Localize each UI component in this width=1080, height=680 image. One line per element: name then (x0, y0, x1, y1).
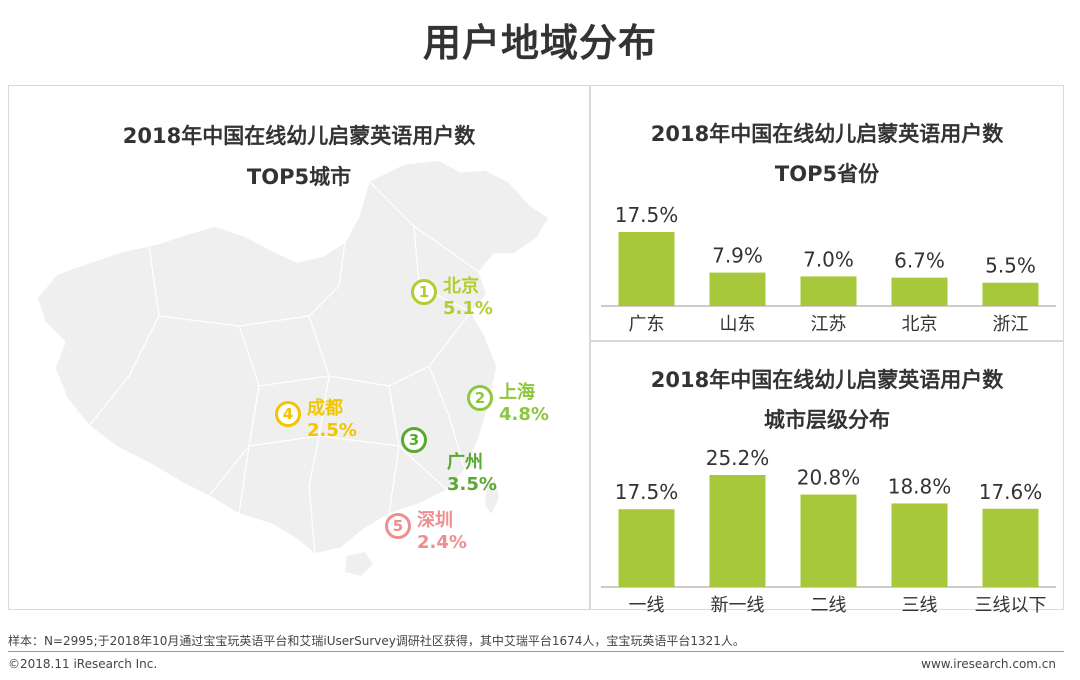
province-chart-title-line2: TOP5省份 (774, 162, 880, 186)
city-name-shenzhen: 深圳 (417, 510, 453, 531)
bar-1 (618, 509, 675, 587)
city-value-shenzhen: 2.4% (417, 532, 467, 553)
city-marker-shanghai: 2 上海 4.8% (467, 382, 549, 426)
bar-3 (800, 494, 857, 587)
taiwan-island (485, 480, 499, 514)
map-panel: 2018年中国在线幼儿启蒙英语用户数 TOP5城市 1 北京 5.1% 2 (8, 85, 590, 610)
province-bar-chart: 17.5% 广东 7.9% 山东 7.0% 江苏 6.7% 北京 5.5% 浙江 (601, 203, 1056, 335)
rank-badge-1: 1 (411, 279, 437, 305)
bar-3 (800, 276, 857, 306)
city-name-guangzhou: 广州 (447, 452, 483, 473)
city-marker-guangzhou-badge: 3 (401, 424, 433, 453)
city-marker-beijing: 1 北京 5.1% (411, 276, 493, 320)
data-label-4: 18.8% (888, 474, 952, 498)
bar-5 (982, 282, 1039, 306)
china-map (36, 159, 551, 576)
data-label-3: 7.0% (803, 247, 854, 271)
data-label-1: 17.5% (615, 203, 679, 227)
copyright: ©2018.11 iResearch Inc. (8, 657, 158, 671)
category-label-2: 新一线 (711, 595, 765, 616)
map-title-line1: 2018年中国在线幼儿启蒙英语用户数 (122, 124, 476, 148)
city-value-shanghai: 4.8% (499, 404, 549, 425)
bar-2 (709, 272, 766, 306)
city-name-chengdu: 成都 (307, 398, 343, 419)
rank-badge-5: 5 (385, 513, 411, 539)
city-name-shanghai: 上海 (499, 382, 535, 403)
city-marker-shenzhen: 5 深圳 2.4% (385, 510, 467, 554)
province-borders (88, 180, 480, 555)
province-chart-title-line1: 2018年中国在线幼儿启蒙英语用户数 (650, 122, 1004, 146)
province-chart-panel: 2018年中国在线幼儿启蒙英语用户数 TOP5省份 17.5% 广东 7.9% 山东 7… (590, 85, 1064, 341)
category-label-4: 三线 (902, 595, 938, 616)
data-label-5: 5.5% (985, 254, 1036, 278)
rank-badge-3: 3 (401, 427, 427, 453)
map-title-line2: TOP5城市 (246, 165, 352, 189)
bar-2 (709, 475, 766, 587)
data-label-4: 6.7% (894, 249, 945, 273)
bar-4 (891, 503, 948, 587)
tier-chart-panel: 2018年中国在线幼儿启蒙英语用户数 城市层级分布 17.5% 一线 25.2% 新一… (590, 341, 1064, 616)
city-marker-chengdu: 4 成都 2.5% (275, 398, 357, 442)
sample-note: 样本：N=2995;于2018年10月通过宝宝玩英语平台和艾瑞iUserSurv… (8, 634, 745, 648)
category-label-5: 三线以下 (975, 595, 1047, 616)
data-label-2: 7.9% (712, 244, 763, 268)
rank-badge-2: 2 (467, 385, 493, 411)
data-label-2: 25.2% (706, 446, 770, 470)
data-label-1: 17.5% (615, 480, 679, 504)
city-value-chengdu: 2.5% (307, 420, 357, 441)
data-label-5: 17.6% (979, 480, 1043, 504)
china-map-shape (36, 159, 551, 555)
tier-chart-title-line1: 2018年中国在线幼儿启蒙英语用户数 (650, 368, 1004, 392)
city-value-guangzhou: 3.5% (447, 474, 497, 495)
data-label-3: 20.8% (797, 466, 861, 490)
category-label-3: 二线 (811, 595, 847, 616)
category-label-2: 山东 (720, 314, 756, 335)
category-label-4: 北京 (902, 314, 938, 335)
footer-divider (8, 651, 1064, 652)
bar-5 (982, 508, 1039, 587)
rank-badge-4: 4 (275, 401, 301, 427)
bar-1 (618, 232, 675, 306)
city-value-beijing: 5.1% (443, 298, 493, 319)
bar-4 (891, 277, 948, 306)
category-label-1: 广东 (629, 314, 665, 335)
city-name-beijing: 北京 (443, 276, 479, 297)
page-title: 用户地域分布 (422, 21, 657, 65)
city-marker-guangzhou: 广州 3.5% (447, 452, 497, 496)
website-link[interactable]: www.iresearch.com.cn (921, 657, 1056, 671)
category-label-3: 江苏 (811, 314, 847, 335)
tier-bar-chart: 17.5% 一线 25.2% 新一线 20.8% 二线 18.8% 三线 17.6% 三线以下 (601, 446, 1056, 616)
category-label-5: 浙江 (993, 314, 1029, 335)
tier-chart-title-line2: 城市层级分布 (764, 408, 890, 432)
hainan-island (345, 552, 373, 576)
category-label-1: 一线 (629, 595, 665, 616)
